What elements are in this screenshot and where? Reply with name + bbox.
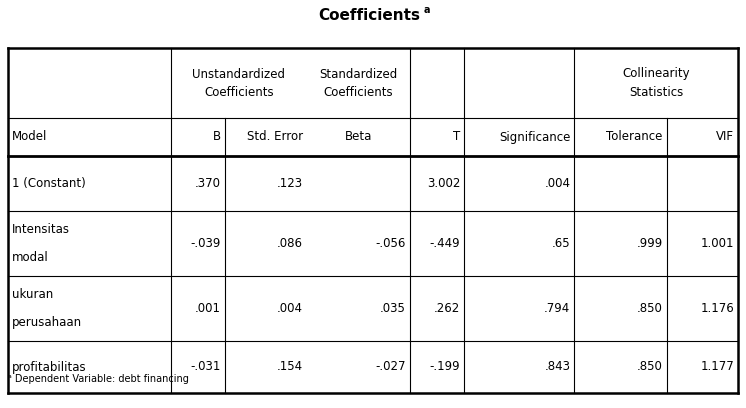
Text: VIF: VIF xyxy=(716,131,734,144)
Text: 3.002: 3.002 xyxy=(427,177,460,190)
Text: .850: .850 xyxy=(637,302,662,315)
Text: Intensitas: Intensitas xyxy=(12,223,70,236)
Text: -.031: -.031 xyxy=(191,361,221,373)
Text: 1.001: 1.001 xyxy=(700,237,734,250)
Text: .370: .370 xyxy=(195,177,221,190)
Text: perusahaan: perusahaan xyxy=(12,316,82,329)
Text: T: T xyxy=(453,131,460,144)
Text: Standardized: Standardized xyxy=(319,67,398,80)
Text: .999: .999 xyxy=(636,237,662,250)
Text: Significance: Significance xyxy=(499,131,571,144)
Text: 1.176: 1.176 xyxy=(700,302,734,315)
Text: Coefficients: Coefficients xyxy=(204,86,274,98)
Text: .843: .843 xyxy=(545,361,571,373)
Text: .035: .035 xyxy=(380,302,406,315)
Text: modal: modal xyxy=(12,251,48,264)
Text: Unstandardized: Unstandardized xyxy=(192,67,285,80)
Text: .004: .004 xyxy=(277,302,303,315)
Text: a: a xyxy=(424,5,430,15)
Text: Model: Model xyxy=(12,131,48,144)
Text: profitabilitas: profitabilitas xyxy=(12,361,87,373)
Text: .154: .154 xyxy=(277,361,303,373)
Text: .086: .086 xyxy=(277,237,303,250)
Text: 1.177: 1.177 xyxy=(700,361,734,373)
Text: ᵃ Dependent Variable: debt financing: ᵃ Dependent Variable: debt financing xyxy=(8,374,189,384)
Text: -.449: -.449 xyxy=(430,237,460,250)
Text: -.039: -.039 xyxy=(191,237,221,250)
Text: 1 (Constant): 1 (Constant) xyxy=(12,177,86,190)
Text: .004: .004 xyxy=(545,177,571,190)
Text: Collinearity: Collinearity xyxy=(622,67,690,80)
Text: .65: .65 xyxy=(552,237,571,250)
Text: -.056: -.056 xyxy=(375,237,406,250)
Text: B: B xyxy=(213,131,221,144)
Text: Std. Error: Std. Error xyxy=(247,131,303,144)
Text: .262: .262 xyxy=(434,302,460,315)
Text: .123: .123 xyxy=(277,177,303,190)
Text: ukuran: ukuran xyxy=(12,288,53,301)
Text: Coefficients: Coefficients xyxy=(318,9,420,24)
Text: Beta: Beta xyxy=(345,131,372,144)
Text: .794: .794 xyxy=(544,302,571,315)
Text: .001: .001 xyxy=(195,302,221,315)
Text: -.199: -.199 xyxy=(430,361,460,373)
Text: Tolerance: Tolerance xyxy=(606,131,662,144)
Text: Coefficients: Coefficients xyxy=(324,86,393,98)
Text: Statistics: Statistics xyxy=(629,86,683,98)
Text: -.027: -.027 xyxy=(375,361,406,373)
Text: .850: .850 xyxy=(637,361,662,373)
